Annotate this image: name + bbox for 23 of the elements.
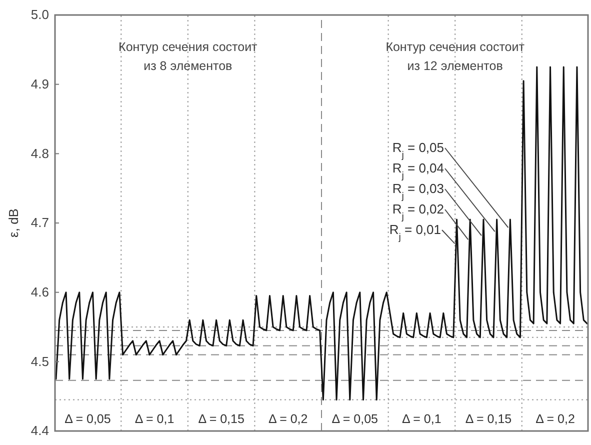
annotation: R$_{j}$ = 0,04 xyxy=(392,160,444,181)
y-axis-title: ε, dB xyxy=(6,208,21,238)
annotation: Контур сечения состоит из 12 элементов xyxy=(386,40,525,73)
annotation: Контур сечения состоит из 8 элементов xyxy=(118,40,258,73)
y-tick-label: 4.9 xyxy=(30,76,49,92)
annotation: R$_{j}$ = 0,02 xyxy=(392,202,444,222)
annotation: R$_{j}$ = 0,05 xyxy=(392,140,444,160)
y-tick-label: 5.0 xyxy=(30,7,49,22)
annotation: Δ = 0,15 xyxy=(198,412,244,426)
y-tick-label: 4.8 xyxy=(30,146,49,161)
annotation: Δ = 0,15 xyxy=(465,412,512,426)
annotation: Δ = 0,2 xyxy=(536,412,575,426)
annotation: Δ = 0,1 xyxy=(134,412,174,426)
y-tick-label: 4.4 xyxy=(30,423,49,438)
annotation: Δ = 0,05 xyxy=(64,412,111,426)
annotation: R$_{j}$ = 0,03 xyxy=(392,181,444,202)
annotation: Δ = 0,2 xyxy=(268,412,308,426)
annotation: R$_{j}$ = 0,01 xyxy=(389,222,441,242)
y-tick-label: 4.6 xyxy=(30,284,49,300)
y-tick-label: 4.7 xyxy=(30,215,49,230)
annotation: Δ = 0,05 xyxy=(332,412,378,426)
annotation: Δ = 0,1 xyxy=(402,412,442,426)
y-tick-label: 4.5 xyxy=(30,354,49,369)
